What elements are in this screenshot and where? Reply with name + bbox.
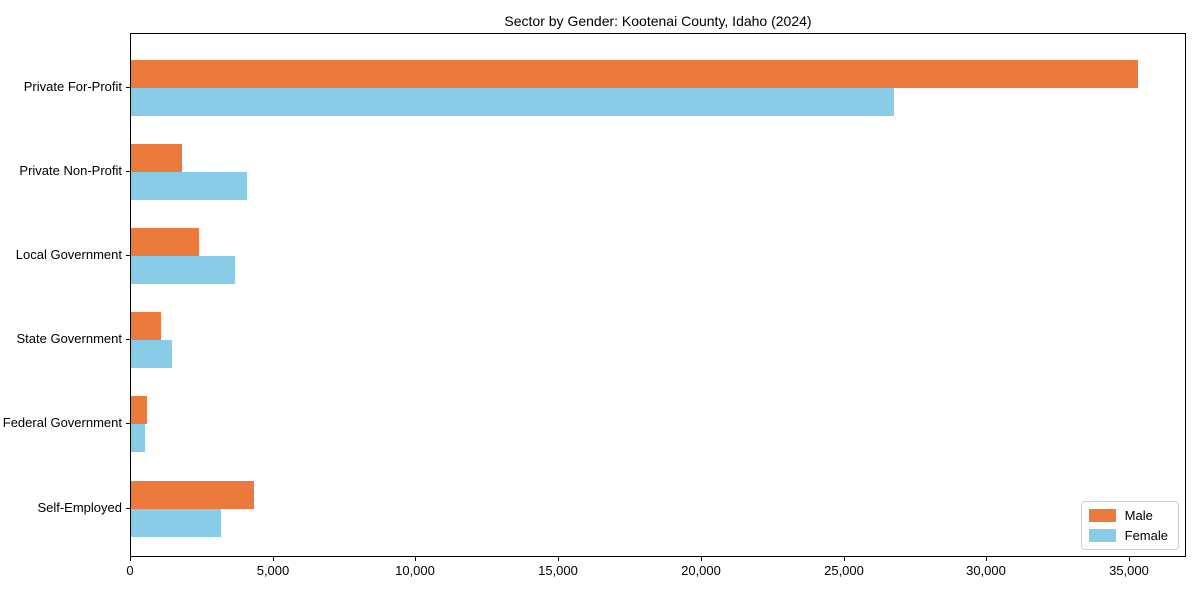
bar-male-4 [131,396,147,425]
bar-female-3 [131,340,172,369]
x-tick-label-4: 20,000 [681,563,721,578]
x-tick-label-5: 25,000 [824,563,864,578]
y-tick-mark-4 [126,423,130,425]
y-tick-label-3: State Government [16,331,123,347]
y-tick-mark-1 [126,171,130,173]
bar-male-2 [131,228,199,257]
x-tick-mark-3 [558,557,559,561]
legend-entry-male: Male [1088,508,1168,523]
x-tick-mark-5 [844,557,845,561]
bar-female-1 [131,172,247,201]
bar-male-5 [131,480,254,509]
x-tick-label-7: 35,000 [1109,563,1149,578]
x-tick-label-0: 0 [126,563,134,578]
x-tick-label-2: 10,000 [395,563,435,578]
legend-entry-female: Female [1088,528,1168,543]
y-tick-label-5: Self-Employed [37,499,122,515]
y-tick-mark-0 [126,87,130,88]
x-tick-mark-0 [130,557,131,561]
x-tick-mark-2 [415,557,416,561]
bar-female-2 [131,256,235,285]
bar-male-0 [131,60,1138,88]
chart-title: Sector by Gender: Kootenai County, Idaho… [504,13,812,29]
y-tick-label-1: Private Non-Profit [19,163,122,179]
bar-female-4 [131,424,145,453]
x-tick-mark-6 [986,557,987,561]
bar-female-0 [131,88,894,116]
bar-male-1 [131,144,182,173]
y-tick-label-4: Federal Government [2,415,122,431]
legend-male-label: Male [1124,508,1153,523]
y-tick-label-0: Private For-Profit [23,79,122,94]
bar-male-3 [131,312,161,341]
x-tick-label-6: 30,000 [966,563,1006,578]
x-tick-mark-1 [273,557,274,561]
legend-female-label: Female [1124,528,1168,543]
x-tick-mark-4 [701,557,702,561]
bar-female-5 [131,508,221,537]
legend-female-swatch [1088,529,1116,542]
x-tick-mark-7 [1129,557,1130,561]
y-tick-mark-2 [126,255,130,257]
y-tick-mark-3 [126,339,130,341]
legend: Male Female [1080,501,1179,550]
plot-area [130,33,1186,557]
y-tick-mark-5 [126,507,130,509]
legend-male-swatch [1088,509,1116,522]
x-tick-label-3: 15,000 [538,563,578,578]
y-tick-label-2: Local Government [15,247,122,263]
x-tick-label-1: 5,000 [256,563,290,578]
